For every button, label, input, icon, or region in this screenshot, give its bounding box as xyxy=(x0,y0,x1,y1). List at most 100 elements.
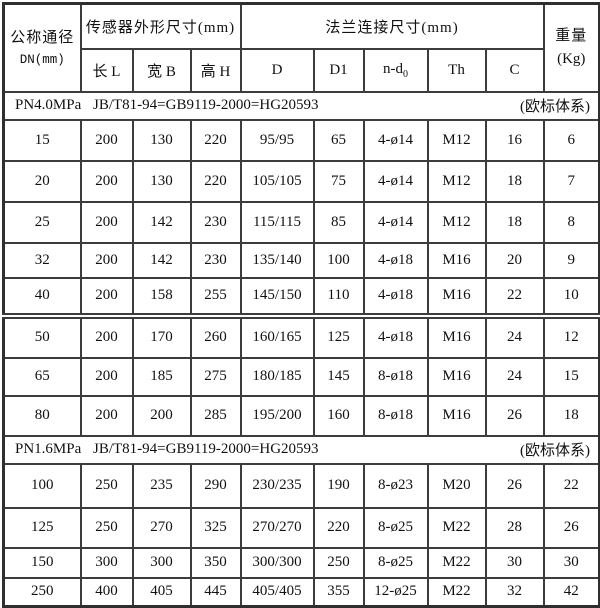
column-header-nd0: n-d0 xyxy=(362,47,429,93)
cell-length: 400 xyxy=(79,576,134,608)
cell-height: 445 xyxy=(189,576,242,608)
column-header-d: D xyxy=(239,47,315,93)
column-header-weight: 重量 (Kg) xyxy=(542,2,600,93)
cell-height: 350 xyxy=(189,546,242,579)
cell-weight: 30 xyxy=(542,546,600,579)
cell-weight: 9 xyxy=(542,241,600,279)
cell-nd0: 8-ø25 xyxy=(362,546,429,579)
cell-weight: 8 xyxy=(542,200,600,244)
cell-dn: 50 xyxy=(2,312,82,359)
header-row-groups: 公称通径 DN(mm) 传感器外形尺寸(mm) 法兰连接尺寸(mm) 重量 (K… xyxy=(2,2,600,93)
cell-th: M16 xyxy=(426,276,487,317)
cell-c: 18 xyxy=(484,200,545,244)
cell-dn: 20 xyxy=(2,159,82,203)
cell-nd0: 4-ø14 xyxy=(362,200,429,244)
cell-length: 200 xyxy=(79,312,134,359)
cell-dn: 25 xyxy=(2,200,82,244)
table-row: 20 200 130 220 105/105 75 4-ø14 M12 18 7 xyxy=(2,159,600,203)
cell-d: 195/200 xyxy=(239,394,315,437)
cell-weight: 12 xyxy=(542,312,600,359)
column-group-sensor-dimensions: 传感器外形尺寸(mm) xyxy=(79,2,242,50)
cell-d: 405/405 xyxy=(239,576,315,608)
cell-d: 145/150 xyxy=(239,276,315,317)
cell-d: 180/185 xyxy=(239,356,315,397)
cell-d1: 75 xyxy=(312,159,365,203)
header-row-subcolumns: 长 L 宽 B 高 H D D1 n-d0 Th C xyxy=(4,47,600,93)
cell-c: 24 xyxy=(484,356,545,397)
pressure-rating-label: PN4.0MPa xyxy=(15,97,82,113)
cell-length: 250 xyxy=(79,506,134,549)
cell-c: 22 xyxy=(484,276,545,317)
cell-height: 325 xyxy=(189,506,242,549)
cell-c: 30 xyxy=(484,546,545,579)
cell-height: 220 xyxy=(189,118,242,162)
standard-reference-label: JB/T81-94=GB9119-2000=HG20593 xyxy=(93,97,319,113)
cell-d: 115/115 xyxy=(239,200,315,244)
cell-height: 230 xyxy=(189,241,242,279)
cell-width: 235 xyxy=(131,462,192,509)
cell-weight: 26 xyxy=(542,506,600,549)
cell-height: 290 xyxy=(189,462,242,509)
cell-height: 260 xyxy=(189,312,242,359)
dn-header-line1: 公称通径 xyxy=(10,29,75,46)
cell-th: M16 xyxy=(426,394,487,437)
cell-c: 28 xyxy=(484,506,545,549)
cell-c: 26 xyxy=(484,462,545,509)
cell-length: 200 xyxy=(79,159,134,203)
cell-nd0: 4-ø14 xyxy=(362,159,429,203)
pressure-rating-label: PN1.6MPa xyxy=(15,441,82,457)
cell-dn: 15 xyxy=(2,118,82,162)
cell-th: M16 xyxy=(426,241,487,279)
table-row: 15 200 130 220 95/95 65 4-ø14 M12 16 6 xyxy=(2,118,600,162)
cell-d1: 145 xyxy=(312,356,365,397)
table-row: 125 250 270 325 270/270 220 8-ø25 M22 28… xyxy=(2,506,600,549)
cell-c: 24 xyxy=(484,312,545,359)
cell-length: 300 xyxy=(79,546,134,579)
cell-d1: 100 xyxy=(312,241,365,279)
cell-c: 26 xyxy=(484,394,545,437)
cell-d: 95/95 xyxy=(239,118,315,162)
cell-th: M12 xyxy=(426,159,487,203)
cell-width: 300 xyxy=(131,546,192,579)
standard-system-note: (欧标体系) xyxy=(520,99,591,115)
table-row: 40 200 158 255 145/150 110 4-ø18 M16 22 … xyxy=(2,276,600,317)
cell-nd0: 4-ø18 xyxy=(362,241,429,279)
cell-weight: 42 xyxy=(542,576,600,608)
cell-c: 32 xyxy=(484,576,545,608)
cell-length: 200 xyxy=(79,118,134,162)
cell-dn: 125 xyxy=(2,506,82,549)
cell-c: 18 xyxy=(484,159,545,203)
cell-th: M20 xyxy=(426,462,487,509)
cell-dn: 65 xyxy=(2,356,82,397)
cell-th: M12 xyxy=(426,118,487,162)
cell-width: 185 xyxy=(131,356,192,397)
cell-dn: 250 xyxy=(2,576,82,608)
cell-dn: 150 xyxy=(2,546,82,579)
cell-dn: 100 xyxy=(2,462,82,509)
cell-dn: 80 xyxy=(2,394,82,437)
cell-width: 142 xyxy=(131,200,192,244)
standard-system-note: (欧标体系) xyxy=(520,443,591,459)
cell-d: 270/270 xyxy=(239,506,315,549)
standard-reference-label: JB/T81-94=GB9119-2000=HG20593 xyxy=(93,441,319,457)
cell-d1: 85 xyxy=(312,200,365,244)
cell-length: 200 xyxy=(79,200,134,244)
cell-d: 300/300 xyxy=(239,546,315,579)
cell-width: 142 xyxy=(131,241,192,279)
cell-d1: 160 xyxy=(312,394,365,437)
cell-d1: 250 xyxy=(312,546,365,579)
cell-d1: 125 xyxy=(312,312,365,359)
weight-header-line1: 重量 xyxy=(555,28,588,45)
cell-weight: 7 xyxy=(542,159,600,203)
cell-th: M22 xyxy=(426,546,487,579)
column-header-dn: 公称通径 DN(mm) xyxy=(2,2,82,93)
cell-length: 200 xyxy=(79,241,134,279)
cell-width: 200 xyxy=(131,394,192,437)
cell-nd0: 8-ø18 xyxy=(362,394,429,437)
cell-width: 170 xyxy=(131,312,192,359)
cell-height: 220 xyxy=(189,159,242,203)
cell-width: 130 xyxy=(131,159,192,203)
cell-width: 270 xyxy=(131,506,192,549)
cell-c: 16 xyxy=(484,118,545,162)
table-row: 32 200 142 230 135/140 100 4-ø18 M16 20 … xyxy=(2,241,600,279)
